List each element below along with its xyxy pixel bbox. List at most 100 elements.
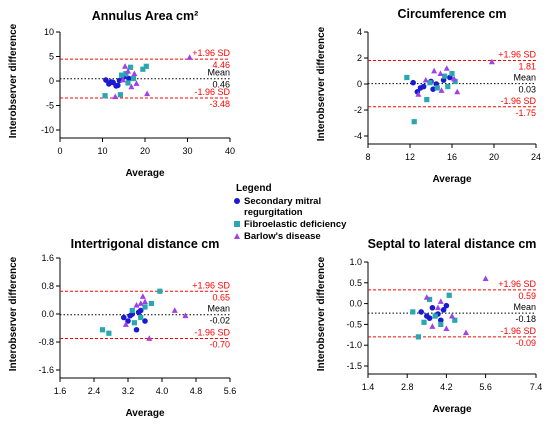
chart-title: Intertrigonal distance cm: [71, 237, 220, 251]
data-point-circle: [440, 307, 447, 313]
data-point-triangle: [437, 70, 444, 76]
mean-value: -0.02: [209, 316, 230, 326]
data-point-circle: [108, 79, 114, 85]
upper-limit-value: 1.81: [518, 61, 536, 71]
data-point-square: [157, 288, 163, 294]
y-tick-label: -4: [354, 131, 362, 141]
mean-label: Mean: [207, 68, 230, 78]
data-point-circle: [417, 85, 424, 91]
data-point-triangle: [449, 312, 455, 319]
data-point-square: [148, 300, 154, 307]
data-point-square: [125, 80, 131, 86]
data-point-triangle: [438, 87, 445, 93]
x-tick-label: 12: [405, 152, 415, 162]
lower-limit-value: -3.48: [209, 99, 230, 109]
x-tick-label: 2.8: [401, 382, 414, 392]
y-tick-label: 2: [357, 53, 362, 63]
data-point-square: [442, 73, 448, 79]
data-point-triangle: [488, 58, 495, 65]
data-point-circle: [120, 314, 127, 321]
data-point-triangle: [437, 298, 444, 304]
mean-value: -0.18: [515, 314, 536, 324]
data-point-square: [404, 74, 410, 81]
data-point-triangle: [137, 300, 144, 306]
data-point-triangle: [454, 88, 461, 95]
x-tick-label: 20: [489, 152, 499, 162]
x-tick-label: 5.6: [224, 386, 237, 396]
data-point-square: [434, 85, 440, 91]
x-axis-label: Average: [125, 168, 165, 179]
data-point-circle: [133, 326, 140, 333]
upper-limit-label: +1.96 SD: [498, 279, 536, 289]
x-tick-label: 8: [365, 152, 370, 162]
y-tick-label: -1.5: [346, 361, 362, 371]
data-point-square: [102, 93, 108, 99]
data-point-triangle: [112, 93, 119, 100]
data-point-triangle: [182, 312, 189, 319]
chart-title: Annulus Area cm²: [92, 9, 199, 23]
upper-limit-value: 0.59: [518, 291, 536, 301]
data-point-circle: [125, 318, 131, 324]
data-point-triangle: [443, 65, 450, 71]
data-point-triangle: [429, 323, 436, 329]
y-axis-label: Interobserver difference: [8, 256, 19, 371]
y-tick-label: 1.6: [41, 253, 54, 263]
legend-item-label: Secondary mitral regurgitation: [244, 196, 322, 218]
y-tick-label: -0.5: [346, 319, 362, 329]
x-tick-label: 3.2: [122, 386, 135, 396]
x-tick-label: 10: [97, 146, 107, 156]
data-point-square: [123, 71, 129, 77]
data-point-circle: [443, 302, 450, 309]
chart-panel-4: Septal to lateral distance cm -1.5 -1.0 -0.…: [316, 237, 542, 415]
y-tick-label: 4: [357, 27, 362, 37]
data-point-triangle: [119, 76, 126, 83]
lower-limit-value: -0.70: [209, 340, 230, 350]
data-point-square: [143, 63, 149, 69]
x-tick-label: 4.8: [190, 386, 203, 396]
x-tick-label: 16: [447, 152, 457, 162]
x-axis-label: Average: [125, 408, 165, 419]
data-point-square: [452, 317, 458, 323]
data-point-square: [142, 304, 148, 310]
data-point-triangle: [146, 335, 153, 341]
data-point-square: [432, 313, 438, 319]
y-tick-label: -10: [41, 125, 54, 135]
x-tick-label: 2.4: [88, 386, 101, 396]
y-tick-label: -2: [354, 105, 362, 115]
data-point-square: [130, 75, 137, 82]
data-point-triangle: [423, 294, 430, 300]
data-point-square: [427, 80, 433, 86]
y-tick-label: 0.8: [41, 281, 54, 291]
x-tick-label: 30: [182, 146, 192, 156]
legend-item-label: Fibroelastic deficiency: [244, 219, 347, 230]
y-tick-label: 5: [49, 52, 54, 62]
data-point-triangle: [122, 321, 129, 327]
data-point-square: [421, 319, 427, 325]
data-point-circle: [426, 315, 433, 321]
y-axis-label: Interobserver difference: [316, 26, 327, 141]
x-tick-label: 24: [531, 152, 541, 162]
mean-label: Mean: [207, 304, 230, 314]
y-tick-label: -1.6: [38, 365, 54, 375]
data-point-triangle: [186, 54, 193, 60]
legend: Legend Secondary mitral regurgitation Fi…: [230, 183, 390, 243]
x-axis-label: Average: [432, 404, 472, 415]
upper-limit-value: 4.46: [212, 60, 230, 70]
y-axis-label: Interobserver difference: [316, 256, 327, 371]
data-point-circle: [418, 309, 425, 315]
chart-panel-1: Annulus Area cm² -10 -5 0 5 10 0 10 20 30 40 Averag…: [8, 9, 235, 179]
chart-title: Circumference cm: [397, 7, 506, 21]
upper-limit-label: +1.96 SD: [192, 280, 230, 290]
x-tick-label: 1.6: [54, 386, 67, 396]
data-point-triangle: [139, 293, 146, 299]
y-tick-label: -1.0: [346, 340, 362, 350]
data-point-square: [411, 119, 417, 125]
triangle-marker-icon: [230, 231, 244, 239]
data-point-square: [449, 71, 455, 77]
data-point-triangle: [133, 80, 140, 86]
data-point-square: [129, 307, 135, 314]
legend-item-secondary-mitral: Secondary mitral regurgitation: [230, 196, 390, 218]
y-tick-label: 1.0: [349, 257, 362, 267]
y-tick-label: -5: [46, 101, 54, 111]
